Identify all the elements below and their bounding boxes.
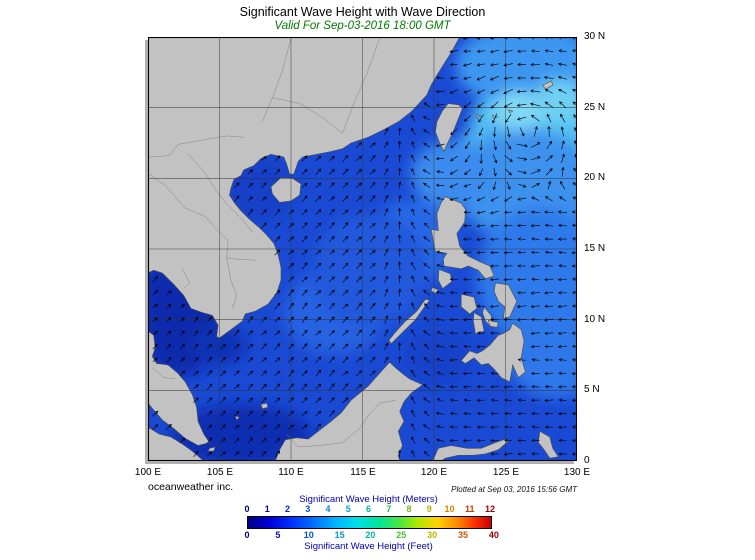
lon-tick: 105 E [206,467,234,478]
meters-scale-tick: 12 [484,504,496,514]
country-borders [149,38,396,448]
lon-tick: 125 E [492,467,520,478]
lat-tick: 25 N [584,102,606,113]
land-masses [148,37,559,461]
lat-tick: 15 N [584,243,606,254]
feet-scale-tick: 30 [427,530,438,540]
legend-meters-title: Significant Wave Height (Meters) [299,494,438,505]
meters-scale-tick: 2 [284,504,291,514]
feet-scale-tick: 0 [244,530,250,540]
meters-scale-tick: 4 [325,504,331,514]
plotted-timestamp: Plotted at Sep 03, 2016 15:56 GMT [451,485,577,494]
page-title: Significant Wave Height with Wave Direct… [239,5,486,19]
valid-time-subtitle: Valid For Sep-03-2016 18:00 GMT [274,20,451,32]
feet-scale-tick: 25 [396,530,407,540]
feet-scale-tick: 5 [275,530,281,540]
colorbar [247,516,492,529]
lat-tick: 5 N [584,384,600,395]
lon-tick: 110 E [278,467,304,478]
meters-scale-tick: 1 [264,504,270,514]
meters-scale-tick: 8 [406,504,412,514]
lat-tick: 10 N [584,314,606,325]
lat-tick: 20 N [584,172,606,183]
meters-scale-tick: 5 [345,504,351,514]
meters-scale-tick: 11 [464,504,475,514]
feet-scale-tick: 20 [365,530,376,540]
feet-scale-tick: 10 [303,530,314,540]
legend-feet-title: Significant Wave Height (Feet) [304,541,433,552]
meters-scale-tick: 10 [444,504,455,514]
lon-tick: 120 E [420,467,448,478]
meters-scale-tick: 9 [426,504,432,514]
meters-scale-tick: 6 [365,504,372,514]
lon-tick: 130 E [563,467,591,478]
feet-scale-tick: 15 [334,530,345,540]
feet-scale-tick: 40 [488,530,499,540]
map-plot [148,37,577,461]
lat-tick: 30 N [584,31,606,42]
oceanweather-credit: oceanweather inc. [148,481,234,493]
lon-tick: 100 E [134,467,162,478]
plot-frame [148,37,577,461]
feet-scale-tick: 35 [458,530,469,540]
grid-lines [148,37,577,461]
legend-feet-ticks: 0 5 10 15 20 25 30 35 40 [148,530,577,541]
meters-scale-tick: 3 [305,504,311,514]
wave-map [148,37,577,461]
lat-tick: 0 [584,455,590,466]
legend-meters-ticks: 0 1 2 3 4 5 6 7 8 9 10 11 12 [148,504,577,515]
meters-scale-tick: 7 [386,504,392,514]
meters-scale-tick: 0 [244,504,250,514]
lon-tick: 115 E [350,467,376,478]
